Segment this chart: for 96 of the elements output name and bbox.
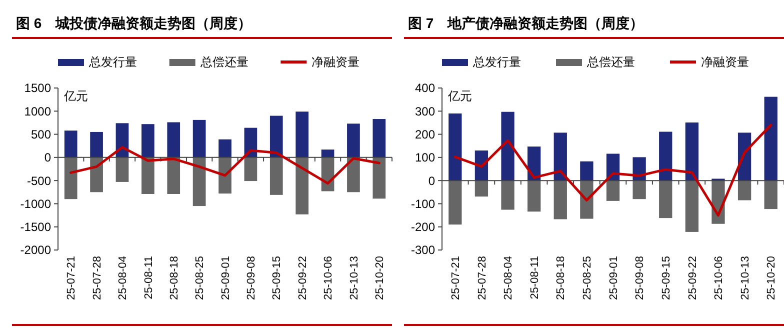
bar xyxy=(192,120,206,158)
y-tick-label: -100 xyxy=(410,196,436,211)
x-tick-label: 25-09-22 xyxy=(296,256,309,300)
y-tick-label: 100 xyxy=(414,150,436,165)
x-tick-label: 25-07-21 xyxy=(450,256,462,300)
bar xyxy=(321,150,334,158)
y-tick-label: 300 xyxy=(414,104,436,118)
x-tick-label: 25-07-21 xyxy=(66,256,78,300)
bar xyxy=(296,112,308,158)
bar xyxy=(685,122,698,181)
x-tick-label: 25-09-08 xyxy=(634,256,646,300)
bar xyxy=(142,157,154,194)
bar xyxy=(90,132,103,158)
bar xyxy=(764,96,778,181)
y-axis-title: 亿元 xyxy=(447,89,472,103)
y-axis-title: 亿元 xyxy=(63,89,88,103)
bar xyxy=(606,180,620,201)
legend-label: 总偿还量 xyxy=(586,55,635,69)
bar xyxy=(738,180,752,200)
y-tick-label: -1500 xyxy=(20,220,52,234)
bar xyxy=(554,132,567,181)
bar xyxy=(167,157,180,194)
bar xyxy=(218,139,232,158)
x-tick-label: 25-07-28 xyxy=(91,256,104,300)
bar xyxy=(270,157,283,195)
bar xyxy=(448,180,462,225)
y-tick-label: -200 xyxy=(410,220,436,234)
bar xyxy=(474,180,488,197)
legend-label: 净融资量 xyxy=(312,55,360,69)
legend-label: 净融资量 xyxy=(701,55,749,69)
bar xyxy=(218,157,232,194)
bar xyxy=(142,124,154,158)
x-tick-label: 25-09-08 xyxy=(246,256,258,300)
legend-label: 总发行量 xyxy=(472,55,521,69)
x-tick-label: 25-09-15 xyxy=(660,256,672,300)
bar xyxy=(501,112,514,181)
legend-label: 总发行量 xyxy=(88,55,137,69)
bar xyxy=(90,157,103,192)
y-tick-label: -300 xyxy=(410,243,436,258)
bar xyxy=(64,157,78,200)
y-tick-label: 200 xyxy=(414,127,436,142)
x-tick-label: 25-08-11 xyxy=(528,256,541,300)
bar xyxy=(685,180,698,232)
bar xyxy=(659,180,672,218)
x-tick-label: 25-09-01 xyxy=(608,256,620,300)
bar xyxy=(554,180,567,220)
bar xyxy=(244,157,258,182)
bar xyxy=(116,157,129,182)
x-tick-label: 25-07-28 xyxy=(476,256,488,300)
bar xyxy=(167,122,180,158)
chart-title: 图 6 城投债净融资额走势图（周度） xyxy=(16,15,252,31)
bar xyxy=(347,124,360,158)
bar xyxy=(64,130,78,158)
y-tick-label: 500 xyxy=(30,127,52,142)
bar xyxy=(347,157,360,192)
bar xyxy=(580,180,594,219)
bar xyxy=(501,180,514,210)
y-tick-label: 0 xyxy=(44,150,52,165)
x-tick-label: 25-10-06 xyxy=(322,256,335,300)
y-tick-label: 1500 xyxy=(24,81,52,96)
x-tick-label: 25-08-11 xyxy=(142,256,155,300)
chart-title: 图 7 地产债净融资额走势图（周度） xyxy=(408,15,644,31)
y-tick-label: -500 xyxy=(26,174,52,188)
y-tick-label: 1000 xyxy=(24,104,52,118)
x-tick-label: 25-09-22 xyxy=(686,256,699,300)
line-series xyxy=(454,124,772,217)
x-tick-label: 25-10-13 xyxy=(348,256,360,300)
bar xyxy=(659,132,672,181)
bar xyxy=(632,180,646,200)
bar xyxy=(528,180,541,212)
x-tick-label: 25-08-25 xyxy=(194,256,206,300)
x-tick-label: 25-10-13 xyxy=(739,256,752,300)
x-tick-label: 25-08-04 xyxy=(117,256,130,300)
x-tick-label: 25-08-25 xyxy=(582,256,594,300)
line-series xyxy=(70,146,380,185)
x-tick-label: 25-10-06 xyxy=(713,256,726,300)
bar xyxy=(270,116,283,158)
legend-label: 总偿还量 xyxy=(199,55,248,69)
x-tick-label: 25-08-18 xyxy=(168,256,180,300)
y-tick-label: -1000 xyxy=(20,196,52,211)
bar xyxy=(372,119,386,158)
bar xyxy=(448,113,462,181)
x-tick-label: 25-10-20 xyxy=(374,256,386,300)
bar xyxy=(580,161,594,181)
x-tick-label: 25-09-01 xyxy=(220,256,232,300)
y-tick-label: -2000 xyxy=(20,243,52,258)
x-tick-label: 25-10-20 xyxy=(766,256,778,300)
y-tick-label: 400 xyxy=(414,81,436,96)
bar xyxy=(296,157,308,214)
bar xyxy=(764,180,778,210)
y-tick-label: 0 xyxy=(428,174,436,188)
x-tick-label: 25-08-04 xyxy=(502,256,515,300)
bar xyxy=(372,157,386,199)
bar xyxy=(192,157,206,206)
x-tick-label: 25-08-18 xyxy=(555,256,568,300)
x-tick-label: 25-09-15 xyxy=(271,256,284,300)
